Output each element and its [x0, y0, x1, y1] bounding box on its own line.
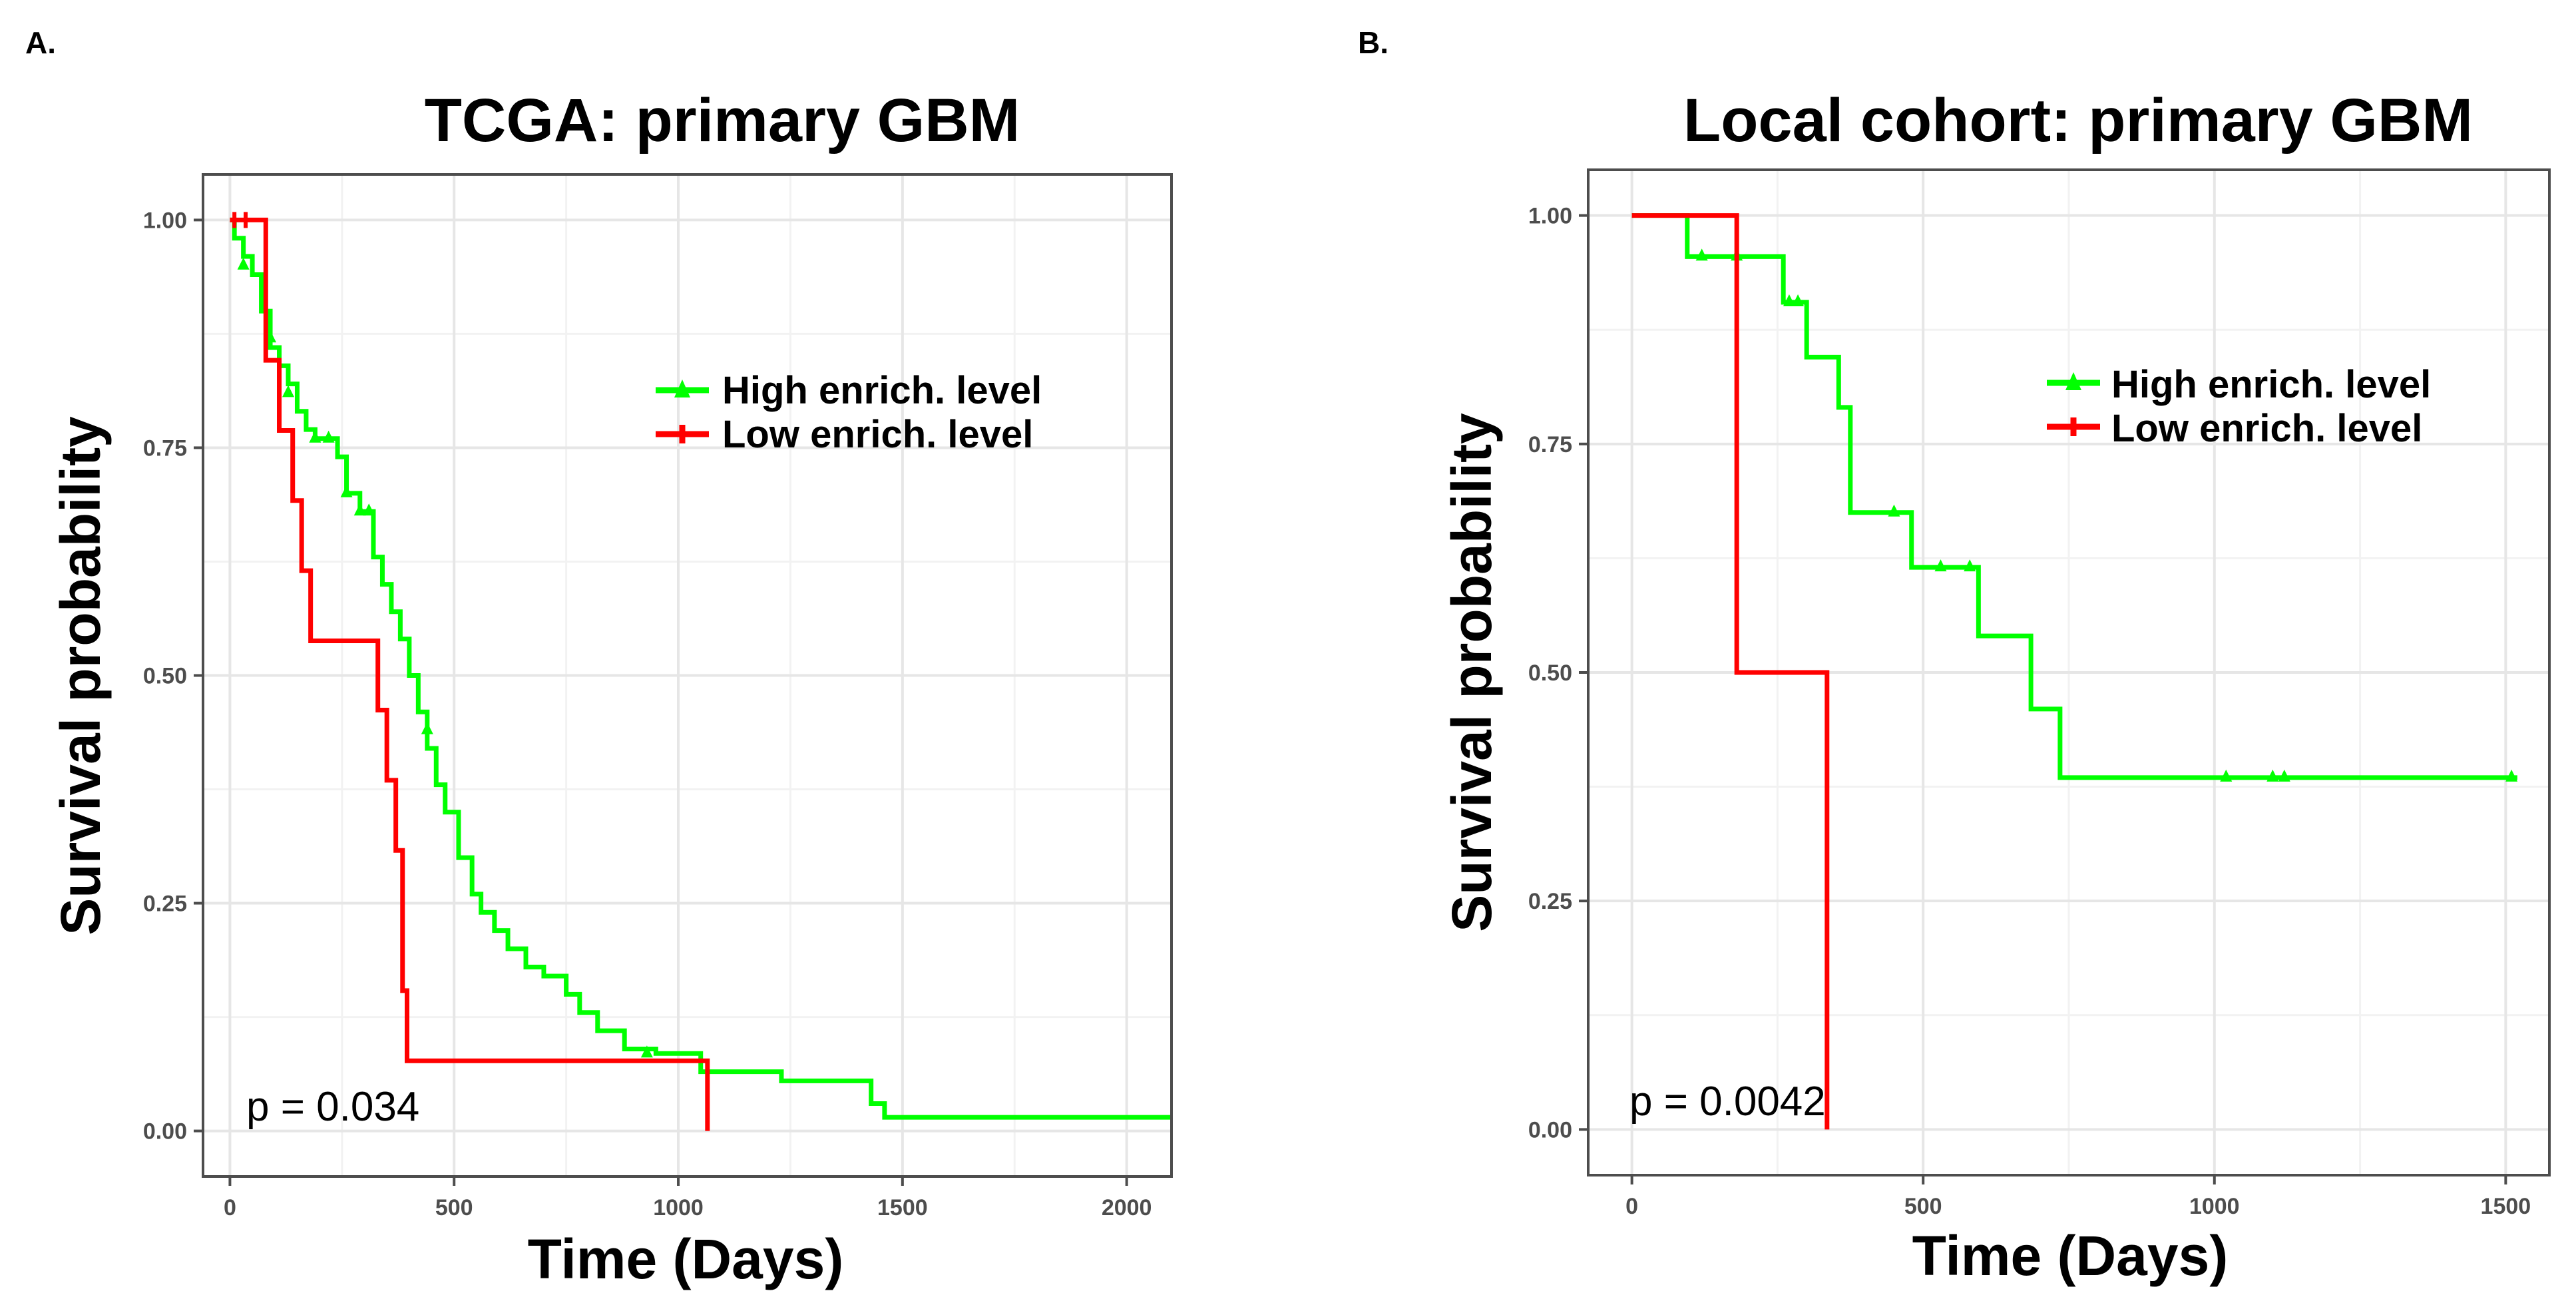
panel-b-x-axis-title: Time (Days): [1912, 1224, 2229, 1287]
legend-label-high: High enrich. level: [2111, 363, 2431, 406]
panel-a-y-axis-title: Survival probability: [49, 416, 112, 935]
panel-b-y-axis-title: Survival probability: [1440, 413, 1503, 932]
y-tick-label: 0.00: [143, 1119, 187, 1145]
panel-a-grid: [203, 174, 1172, 1176]
y-tick-label: 0.25: [143, 892, 187, 917]
censor-mark: [2220, 769, 2233, 782]
x-tick-label: 1000: [653, 1195, 704, 1220]
censor-mark: [421, 722, 433, 734]
panel-b-grid: [1588, 170, 2549, 1175]
panel-a-chart: A. TCGA: primary GBM 0.00 0.25 0.50 0.75 1.0…: [25, 25, 1173, 1290]
censor-mark: [340, 485, 353, 497]
censor-mark: [1888, 504, 1900, 517]
panel-b-label: B.: [1358, 25, 1389, 60]
panel-b-title: Local cohort: primary GBM: [1683, 87, 2473, 154]
y-tick-label: 0.75: [143, 435, 187, 461]
y-tick-label: 0.00: [1528, 1117, 1572, 1143]
panel-b-y-axis: 0.00 0.25 0.50 0.75 1.00: [1528, 204, 1588, 1143]
panel-a-x-axis-title: Time (Days): [528, 1228, 844, 1290]
x-tick-label: 1500: [877, 1195, 928, 1220]
censor-mark: [322, 430, 335, 443]
censor-mark: [640, 1045, 653, 1058]
x-tick-label: 0: [1625, 1194, 1638, 1219]
panel-a-plot-area: [230, 212, 1172, 1131]
censor-mark: [1792, 294, 1805, 307]
panel-a-legend: High enrich. level Low enrich. level: [656, 369, 1042, 456]
censor-mark: [309, 430, 322, 443]
x-tick-label: 1500: [2481, 1194, 2531, 1219]
high-enrich-survival-curve: [230, 217, 1172, 1120]
low-enrich-survival-curve: [1631, 213, 1830, 1130]
y-tick-label: 0.50: [143, 664, 187, 689]
panel-a-label: A.: [25, 25, 56, 60]
legend-label-low: Low enrich. level: [2111, 407, 2422, 450]
low-enrich-survival-curve: [230, 217, 710, 1131]
censor-mark: [1695, 248, 1708, 261]
panel-a-p-value: p = 0.034: [246, 1084, 419, 1130]
legend-key-high: [656, 380, 709, 397]
y-tick-label: 1.00: [143, 208, 187, 233]
x-tick-label: 1000: [2189, 1194, 2240, 1219]
panel-b-chart: B. Local cohort: primary GBM 0.00 0.25 0.5…: [1358, 25, 2551, 1287]
censor-mark: [1964, 559, 1976, 572]
x-tick-label: 2000: [1102, 1195, 1152, 1220]
y-tick-label: 0.50: [1528, 660, 1572, 686]
censor-mark: [353, 503, 366, 516]
panel-a-title: TCGA: primary GBM: [425, 87, 1020, 154]
panel-b-plot-area: [1631, 213, 2518, 1130]
legend-label-low: Low enrich. level: [722, 413, 1033, 456]
legend-key-low: [2047, 417, 2100, 436]
censor-mark: [363, 503, 375, 516]
high-enrich-survival-curve: [1631, 213, 2517, 780]
legend-key-low: [656, 425, 709, 443]
panel-a-y-axis: 0.00 0.25 0.50 0.75 1.00: [143, 208, 203, 1145]
panel-b-p-value: p = 0.0042: [1629, 1079, 1826, 1125]
censor-mark: [2278, 769, 2290, 782]
panel-a-x-axis: 0 500 1000 1500 2000: [224, 1176, 1152, 1220]
x-tick-label: 500: [435, 1195, 473, 1220]
censor-mark: [237, 257, 250, 270]
y-tick-label: 1.00: [1528, 204, 1572, 229]
x-tick-label: 500: [1904, 1194, 1942, 1219]
legend-label-high: High enrich. level: [722, 369, 1042, 412]
panel-b-legend: High enrich. level Low enrich. level: [2047, 363, 2431, 450]
censor-mark: [2505, 769, 2518, 782]
x-tick-label: 0: [224, 1195, 236, 1220]
censor-mark: [1934, 559, 1947, 572]
legend-key-high: [2047, 372, 2100, 390]
y-tick-label: 0.25: [1528, 889, 1572, 914]
panel-b-x-axis: 0 500 1000 1500: [1625, 1175, 2531, 1219]
censor-mark: [2266, 769, 2279, 782]
y-tick-label: 0.75: [1528, 432, 1572, 457]
censor-mark: [282, 385, 294, 397]
censor-mark: [1783, 294, 1795, 307]
